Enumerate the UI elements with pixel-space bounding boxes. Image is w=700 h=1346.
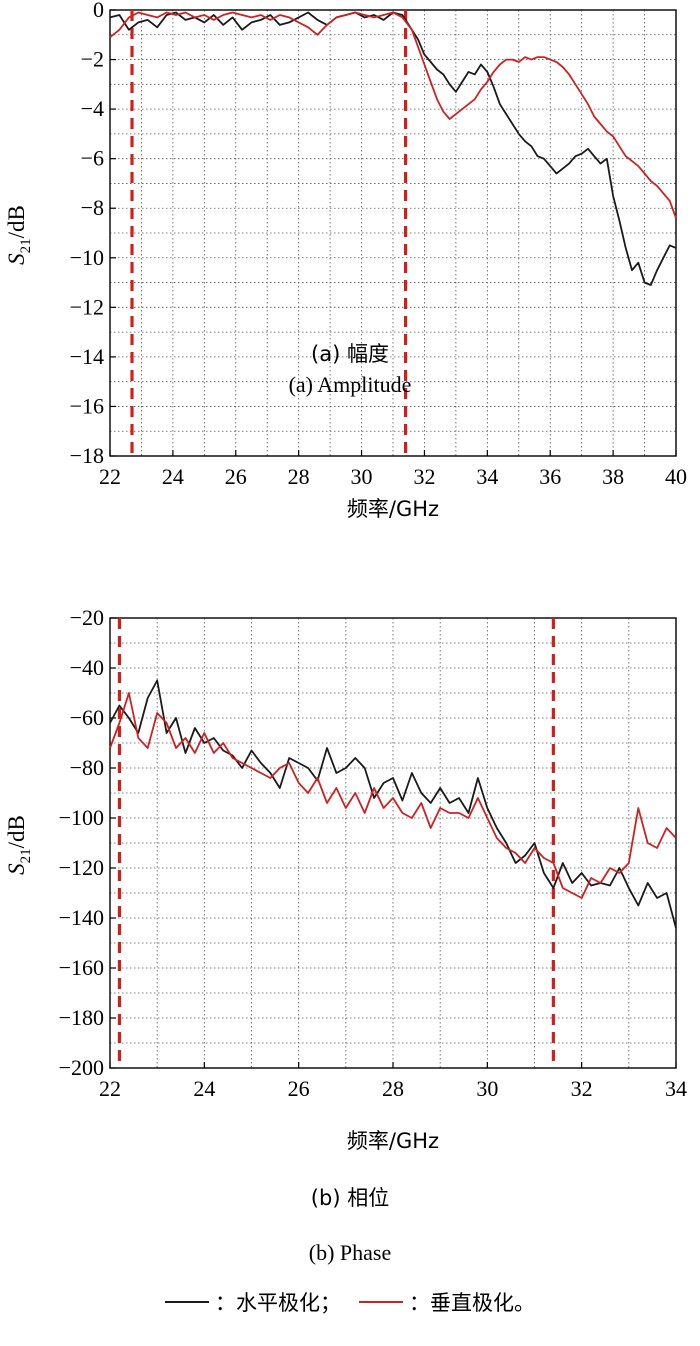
legend-swatch-horizontal <box>165 1301 209 1303</box>
y-tick-label: −18 <box>70 443 104 468</box>
legend: ：水平极化； ：垂直极化。 <box>0 1285 700 1319</box>
x-tick-label: 36 <box>539 464 561 489</box>
x-axis-label: 频率/GHz <box>347 1129 439 1153</box>
x-tick-label: 34 <box>476 464 498 489</box>
x-axis-label: 频率/GHz <box>347 497 439 521</box>
y-tick-label: −140 <box>59 905 104 930</box>
series-line-vertical <box>109 11 677 219</box>
x-tick-label: 22 <box>99 1076 121 1101</box>
x-tick-label: 26 <box>225 464 247 489</box>
x-tick-label: 24 <box>162 464 184 489</box>
y-tick-label: −4 <box>81 96 104 121</box>
legend-item-horizontal: ：水平极化； <box>165 1287 341 1317</box>
series-line-horizontal <box>109 11 677 286</box>
x-tick-label: 32 <box>413 464 435 489</box>
series-line-vertical <box>109 692 677 899</box>
legend-item-vertical: ：垂直极化。 <box>359 1287 535 1317</box>
caption-a-en: (a) Amplitude <box>288 372 412 397</box>
caption-b-en: (b) Phase <box>308 1240 392 1265</box>
y-tick-label: −12 <box>70 294 104 319</box>
y-tick-label: −6 <box>81 146 104 171</box>
x-tick-label: 30 <box>351 464 373 489</box>
y-tick-label: −180 <box>59 1005 104 1030</box>
x-tick-label: 22 <box>99 464 121 489</box>
x-tick-label: 26 <box>288 1076 310 1101</box>
plot-area <box>110 10 676 456</box>
x-tick-label: 38 <box>602 464 624 489</box>
y-axis-label: S21/dB <box>4 815 34 875</box>
y-tick-label: −14 <box>70 344 104 369</box>
legend-label-vertical: ：垂直极化。 <box>409 1291 535 1315</box>
y-tick-label: −8 <box>81 195 104 220</box>
x-tick-label: 34 <box>665 1076 687 1101</box>
y-tick-label: −60 <box>70 705 104 730</box>
x-tick-label: 28 <box>382 1076 404 1101</box>
y-tick-label: −80 <box>70 755 104 780</box>
x-tick-label: 28 <box>288 464 310 489</box>
caption-a-cn: (a) 幅度 <box>311 342 389 366</box>
y-tick-label: −120 <box>59 855 104 880</box>
legend-swatch-vertical <box>359 1301 403 1303</box>
y-tick-label: −40 <box>70 655 104 680</box>
x-tick-label: 30 <box>476 1076 498 1101</box>
plot-frame <box>109 9 677 457</box>
legend-label-horizontal: ：水平极化； <box>215 1291 341 1315</box>
series-line-horizontal <box>109 679 677 929</box>
y-axis-label: S21/dB <box>4 205 34 265</box>
y-tick-label: −20 <box>70 605 104 630</box>
y-tick-label: −100 <box>59 805 104 830</box>
y-tick-label: −16 <box>70 393 104 418</box>
caption-b-cn: (b) 相位 <box>310 1186 390 1210</box>
y-tick-label: −2 <box>81 47 104 72</box>
y-tick-label: −10 <box>70 245 104 270</box>
x-tick-label: 24 <box>193 1076 215 1101</box>
y-tick-label: −200 <box>59 1055 104 1080</box>
chart-amplitude: 22 24 26 28 30 32 34 36 38 40 0 −2 −4 −6 −8 −10 −12 −14 −1… <box>4 0 687 521</box>
x-tick-label: 32 <box>571 1076 593 1101</box>
x-tick-label: 40 <box>665 464 687 489</box>
y-tick-label: −160 <box>59 955 104 980</box>
y-tick-label: 0 <box>93 0 104 22</box>
chart-phase: 22 24 26 28 30 32 34 −20 −40 −60 −80 −100 −120 −140 −1… <box>4 605 687 1153</box>
